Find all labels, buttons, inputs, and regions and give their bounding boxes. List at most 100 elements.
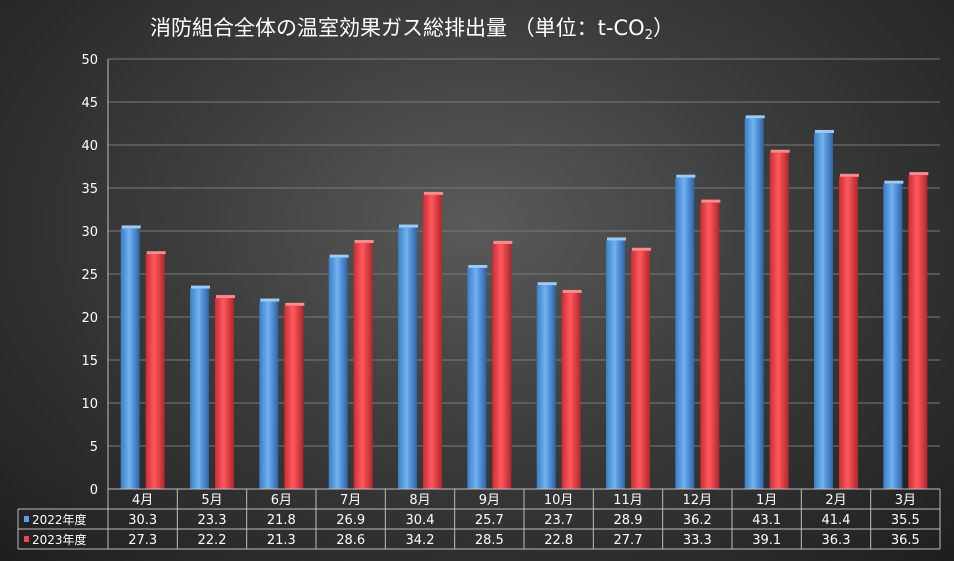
x-tick-label: 10月 [544, 493, 574, 508]
x-tick-label: 5月 [201, 493, 222, 508]
data-label: 25.7 [475, 513, 504, 528]
legend-swatch [24, 536, 29, 542]
bar-top-2023 [770, 149, 790, 153]
chart-title-subscript: 2 [644, 28, 653, 43]
bar-2022 [606, 240, 625, 489]
bar-2022 [536, 285, 556, 489]
bar-2023 [215, 298, 234, 489]
bar-2022 [744, 118, 764, 489]
y-tick-label: 0 [90, 483, 98, 498]
bar-2022 [467, 267, 487, 489]
data-label: 36.3 [822, 533, 851, 548]
y-tick-label: 35 [81, 182, 98, 197]
y-tick-label: 5 [90, 440, 98, 455]
data-label: 28.9 [614, 513, 643, 528]
data-label: 28.6 [336, 533, 365, 548]
data-label: 30.3 [128, 513, 157, 528]
data-label: 23.3 [198, 513, 227, 528]
data-label: 23.7 [544, 513, 573, 528]
bar-2023 [284, 305, 304, 489]
legend-label: 2023年度 [32, 532, 87, 547]
bar-top-2023 [701, 199, 721, 203]
bar-top-2022 [121, 225, 141, 229]
bar-top-2022 [260, 298, 280, 302]
bar-top-2023 [285, 302, 305, 306]
bar-2022 [675, 177, 695, 489]
data-label: 33.3 [683, 533, 712, 548]
y-tick-label: 50 [81, 53, 98, 68]
data-label: 41.4 [822, 513, 851, 528]
bar-2023 [908, 175, 928, 489]
bar-top-2023 [632, 247, 651, 251]
bar-2023 [145, 254, 165, 489]
data-label: 21.8 [267, 513, 296, 528]
bar-2022 [259, 301, 279, 489]
y-tick-label: 40 [81, 139, 98, 154]
y-tick-label: 20 [81, 311, 98, 326]
bar-top-2023 [146, 251, 166, 255]
bar-2022 [814, 132, 833, 489]
bar-top-2022 [191, 285, 210, 289]
bar-top-2022 [537, 282, 557, 286]
bar-top-2023 [424, 191, 443, 195]
x-tick-label: 1月 [756, 493, 777, 508]
data-label: 34.2 [406, 533, 435, 548]
bar-2023 [700, 202, 720, 489]
y-tick-label: 25 [81, 268, 98, 283]
bar-top-2023 [493, 240, 513, 244]
x-tick-label: 4月 [132, 493, 153, 508]
data-label: 36.2 [683, 513, 712, 528]
x-tick-label: 9月 [479, 493, 500, 508]
bar-2022 [883, 183, 903, 489]
data-label: 22.2 [198, 533, 227, 548]
bar-top-2022 [399, 224, 418, 228]
x-tick-label: 6月 [271, 493, 292, 508]
x-tick-label: 11月 [613, 493, 643, 508]
data-label: 26.9 [336, 513, 365, 528]
x-tick-label: 2月 [825, 493, 846, 508]
x-tick-label: 12月 [683, 493, 713, 508]
data-label: 22.8 [544, 533, 573, 548]
y-tick-label: 15 [81, 354, 98, 369]
x-tick-label: 3月 [895, 493, 916, 508]
bar-2023 [631, 250, 650, 489]
data-label: 27.3 [128, 533, 157, 548]
legend-swatch [24, 516, 29, 522]
bar-top-2022 [884, 180, 904, 184]
y-tick-label: 45 [81, 96, 98, 111]
y-tick-label: 10 [81, 397, 98, 412]
data-label: 36.5 [891, 533, 920, 548]
y-tick-label: 30 [81, 225, 98, 240]
bar-2023 [423, 194, 442, 489]
bar-top-2022 [745, 115, 765, 119]
x-tick-label: 7月 [340, 493, 361, 508]
bar-2023 [769, 152, 789, 490]
data-label: 39.1 [752, 533, 781, 548]
chart-title-text: 消防組合全体の温室効果ガス総排出量 （単位：t-CO [150, 16, 645, 40]
bar-top-2022 [607, 237, 626, 241]
data-label: 43.1 [752, 513, 781, 528]
bar-2022 [328, 257, 348, 489]
bar-top-2022 [676, 174, 696, 178]
data-label: 35.5 [891, 513, 920, 528]
bar-top-2023 [562, 289, 582, 293]
data-label: 27.7 [614, 533, 643, 548]
bar-top-2023 [840, 173, 859, 177]
bar-top-2023 [216, 295, 235, 299]
bar-top-2022 [815, 129, 834, 133]
data-label: 30.4 [406, 513, 435, 528]
bar-2022 [398, 227, 417, 489]
x-tick-label: 8月 [409, 493, 430, 508]
bar-2022 [190, 288, 209, 489]
bar-2023 [839, 176, 858, 489]
bar-top-2022 [329, 254, 349, 258]
bar-2022 [120, 228, 140, 490]
bar-top-2022 [468, 264, 488, 268]
bar-2023 [561, 292, 581, 489]
data-label: 21.3 [267, 533, 296, 548]
legend-label: 2022年度 [32, 512, 87, 527]
bar-top-2023 [909, 172, 929, 176]
data-label: 28.5 [475, 533, 504, 548]
